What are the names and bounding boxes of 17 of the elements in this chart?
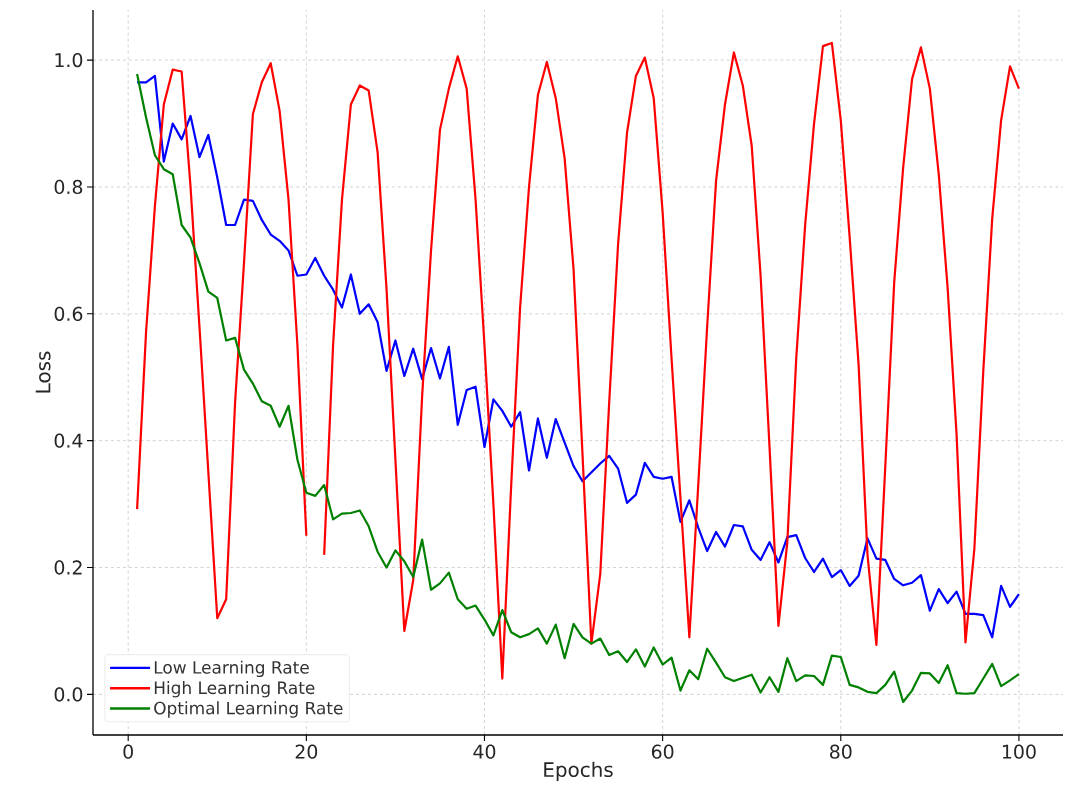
legend-label: Optimal Learning Rate <box>154 701 343 718</box>
x-axis-title: Epochs <box>544 761 613 781</box>
legend-label: High Learning Rate <box>154 681 315 698</box>
y-tick-label: 1.0 <box>55 52 83 68</box>
y-tick-label: 0.2 <box>54 560 82 575</box>
x-tick-label: 80 <box>830 744 852 759</box>
x-tick-label: 100 <box>1002 744 1036 759</box>
y-tick-label: 0.4 <box>54 433 83 448</box>
y-tick-label: 0.0 <box>54 687 83 702</box>
x-tick-label: 0 <box>123 744 133 759</box>
y-tick-label: 0.8 <box>54 179 83 195</box>
x-tick-label: 40 <box>473 744 496 759</box>
y-axis-title: Loss <box>35 351 51 393</box>
x-tick-label: 60 <box>651 744 674 759</box>
legend-label: Low Learning Rate <box>154 660 309 678</box>
y-tick-label: 0.6 <box>54 306 83 321</box>
x-tick-label: 20 <box>295 744 318 759</box>
